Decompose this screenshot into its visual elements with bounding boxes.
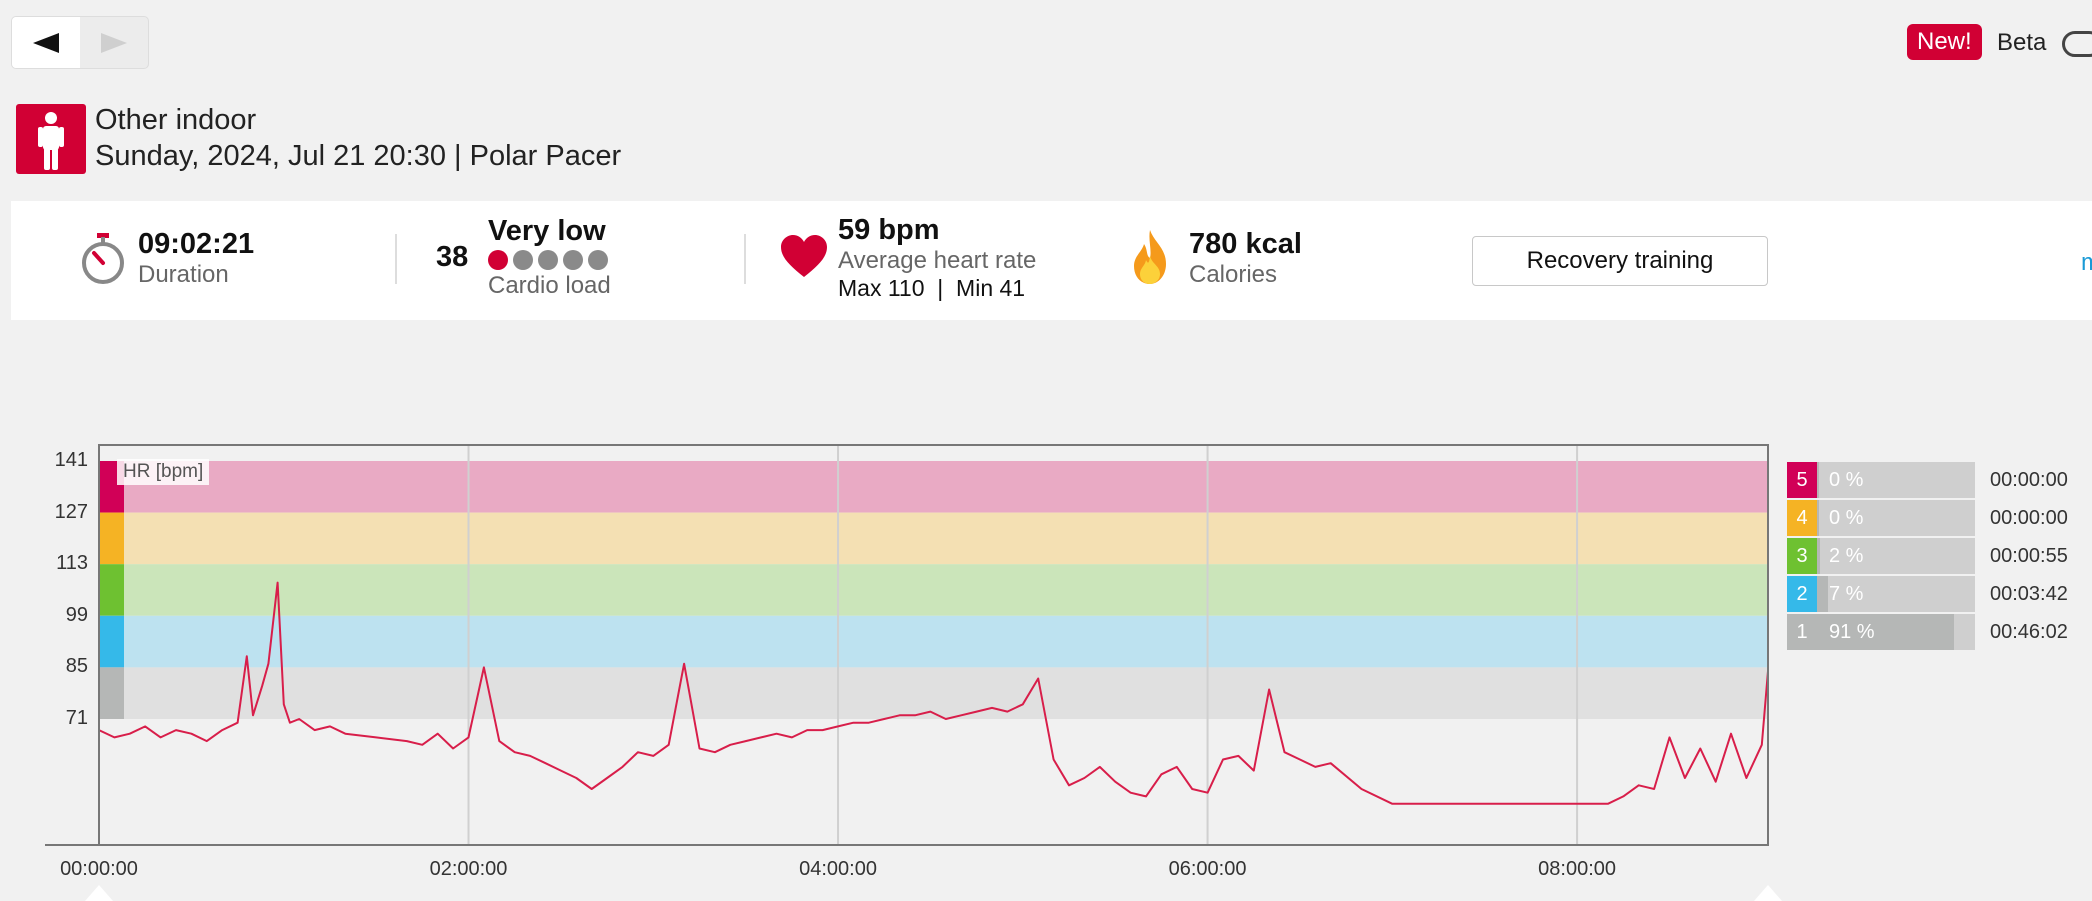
- zone-time: 00:46:02: [1990, 621, 2068, 643]
- summary-bar: 09:02:21 Duration 38 Very low Cardio loa…: [11, 201, 2092, 320]
- sport-name: Other indoor: [95, 104, 257, 136]
- back-arrow-icon: [33, 32, 59, 53]
- zone-row-2[interactable]: 2 7 %: [1787, 576, 1975, 612]
- calories-block: 780 kcal Calories: [1189, 228, 1302, 289]
- zone-row-5[interactable]: 5 0 %: [1787, 462, 1975, 498]
- cardio-load-dots: [488, 250, 613, 272]
- zone-fill-bar: [1817, 500, 1819, 536]
- heart-rate-max-min: Max 110 | Min 41: [838, 275, 1026, 301]
- level-dot: [588, 250, 608, 270]
- duration-value: 09:02:21: [138, 228, 255, 260]
- x-tick-label: 00:00:00: [60, 858, 138, 880]
- zone-band-3: [99, 564, 1768, 616]
- calories-value: 780 kcal: [1189, 228, 1302, 260]
- calories-label: Calories: [1189, 261, 1278, 288]
- new-badge: New!: [1907, 24, 1982, 60]
- zone-fill-bar: [1817, 462, 1819, 498]
- zone-fill-bar: [1817, 576, 1828, 612]
- level-dot: [513, 250, 533, 270]
- zone-time: 00:03:42: [1990, 583, 2068, 605]
- heart-icon: [781, 235, 827, 284]
- zone-band-5: [99, 461, 1768, 513]
- level-dot: [488, 250, 508, 270]
- heart-rate-block: 59 bpm Average heart rate Max 110 | Min …: [838, 214, 1036, 302]
- zone-strip-2: [99, 615, 124, 668]
- session-navigation: [11, 16, 149, 69]
- zone-row-1[interactable]: 1 91 %: [1787, 614, 1975, 650]
- avg-heart-rate-value: 59 bpm: [838, 214, 940, 246]
- duration-label: Duration: [138, 261, 229, 288]
- y-tick-label: 141: [54, 449, 88, 471]
- previous-session-button[interactable]: [12, 17, 80, 68]
- session-date-device: Sunday, 2024, Jul 21 20:30 | Polar Pacer: [95, 140, 622, 172]
- zone-strip-3: [99, 564, 124, 616]
- training-benefit-button[interactable]: Recovery training: [1472, 236, 1768, 286]
- zone-number: 5: [1787, 462, 1817, 498]
- person-icon: [16, 104, 86, 174]
- y-tick-label: 85: [65, 655, 88, 678]
- x-tick-label: 02:00:00: [429, 858, 508, 880]
- range-start-handle: [85, 885, 113, 901]
- zone-band-2: [99, 615, 1768, 668]
- y-tick-label: 127: [54, 500, 88, 523]
- next-session-button[interactable]: [80, 17, 148, 68]
- zone-percent: 0 %: [1829, 507, 1864, 529]
- beta-toggle[interactable]: [2062, 31, 2092, 57]
- duration-block: 09:02:21 Duration: [138, 228, 254, 289]
- zone-band-1: [99, 667, 1768, 719]
- zone-number: 1: [1787, 614, 1817, 650]
- zone-percent: 0 %: [1829, 469, 1864, 491]
- x-tick-label: 06:00:00: [1168, 858, 1247, 880]
- level-dot: [563, 250, 583, 270]
- zone-percent: 7 %: [1829, 583, 1864, 605]
- zone-time: 00:00:00: [1990, 507, 2068, 529]
- level-dot: [538, 250, 558, 270]
- zone-strip-4: [99, 512, 124, 565]
- zone-row-4[interactable]: 4 0 %: [1787, 500, 1975, 536]
- cardio-load-label: Cardio load: [488, 272, 611, 299]
- heart-rate-line: [98, 581, 1769, 805]
- zone-number: 3: [1787, 538, 1817, 574]
- cardio-load-level: Very low: [488, 215, 606, 247]
- cardio-load-block: Very low Cardio load: [488, 215, 613, 300]
- flame-icon: [1132, 230, 1168, 289]
- zone-fill-bar: [1817, 538, 1820, 574]
- more-link[interactable]: m: [2081, 249, 2092, 276]
- cardio-load-value: 38: [436, 241, 469, 273]
- x-tick-label: 08:00:00: [1538, 858, 1616, 880]
- series-label: HR [bpm]: [117, 459, 210, 485]
- x-tick-label: 04:00:00: [799, 858, 877, 880]
- zone-band-4: [99, 512, 1768, 565]
- zone-number: 2: [1787, 576, 1817, 612]
- y-tick-label: 99: [65, 603, 88, 626]
- stopwatch-icon: [80, 233, 126, 290]
- forward-arrow-icon: [101, 32, 127, 53]
- zone-time: 00:00:00: [1990, 469, 2068, 491]
- avg-heart-rate-label: Average heart rate: [838, 247, 1037, 274]
- zone-percent: 2 %: [1829, 545, 1864, 567]
- y-tick-label: 113: [56, 552, 88, 575]
- divider: [395, 234, 397, 284]
- zone-fill-bar: [1817, 614, 1954, 650]
- range-end-handle: [1754, 885, 1782, 901]
- y-tick-label: 71: [65, 707, 88, 729]
- beta-label: Beta: [1997, 29, 2047, 56]
- zone-strip-1: [99, 667, 124, 719]
- zone-number: 4: [1787, 500, 1817, 536]
- zone-time: 00:00:55: [1990, 545, 2068, 567]
- divider: [744, 234, 746, 284]
- zone-percent: 91 %: [1829, 621, 1875, 643]
- zone-row-3[interactable]: 3 2 %: [1787, 538, 1975, 574]
